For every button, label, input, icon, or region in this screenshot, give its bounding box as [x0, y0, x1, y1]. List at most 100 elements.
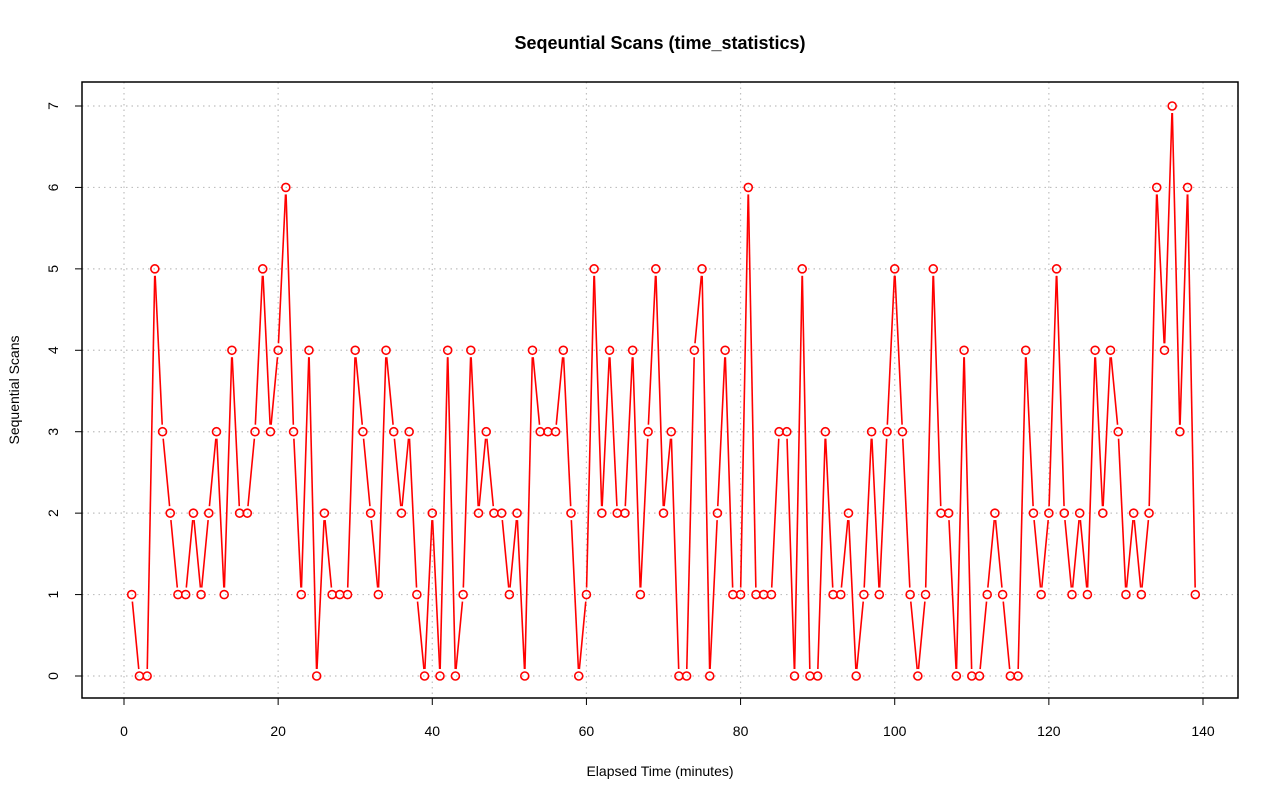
series-segment	[1186, 194, 1196, 588]
series-segment	[393, 438, 402, 507]
series-segment	[509, 520, 518, 588]
data-point	[381, 345, 391, 356]
data-point	[1159, 345, 1170, 356]
series-segment	[223, 357, 233, 588]
data-point	[1067, 589, 1077, 600]
series-segment	[770, 438, 780, 588]
data-point	[650, 264, 661, 274]
data-point	[604, 345, 615, 356]
data-point	[504, 589, 515, 600]
series-segment	[932, 275, 942, 507]
plot-frame	[81, 81, 1239, 699]
data-point	[427, 508, 438, 518]
data-point	[1051, 264, 1062, 274]
data-point	[412, 589, 422, 600]
series-segment	[455, 601, 464, 670]
y-axis: 0 1 2 3 4 5 6 7	[45, 102, 82, 680]
series-segment	[1117, 438, 1127, 588]
series-segment	[948, 520, 957, 670]
series-segment	[1064, 520, 1073, 588]
series-segment	[578, 601, 587, 670]
data-point	[712, 508, 723, 518]
series-segment	[562, 357, 572, 507]
data-point	[527, 345, 538, 356]
data-point	[1175, 426, 1185, 437]
data-point	[982, 589, 993, 600]
series-segment	[987, 520, 996, 588]
series-segment	[848, 520, 857, 670]
series-segment	[447, 357, 457, 670]
data-point	[466, 345, 476, 356]
data-point	[257, 264, 268, 274]
series-segment	[316, 520, 325, 670]
series-segment	[1048, 275, 1058, 507]
data-point	[180, 589, 191, 600]
data-point	[419, 671, 430, 681]
data-point	[928, 264, 939, 274]
series-segment	[516, 520, 526, 670]
data-point	[512, 508, 522, 518]
data-point	[165, 508, 176, 518]
series-segment	[146, 275, 156, 670]
data-point	[1098, 508, 1108, 518]
series-segment	[609, 357, 618, 507]
data-point	[851, 671, 861, 681]
data-point	[142, 671, 152, 681]
data-point	[951, 671, 962, 681]
data-point	[373, 589, 384, 600]
data-point	[1182, 182, 1193, 193]
series-segment	[324, 520, 333, 588]
series-segment	[694, 275, 703, 344]
series-segment	[801, 275, 811, 670]
series-segment	[254, 275, 264, 425]
data-point	[566, 508, 576, 518]
data-point	[866, 426, 877, 437]
series-segment	[231, 357, 241, 507]
data-point	[211, 426, 222, 437]
data-point	[789, 671, 800, 681]
series-segment	[470, 357, 479, 507]
x-tick-label: 140	[1191, 723, 1215, 739]
series-segment	[216, 438, 225, 588]
data-point	[1105, 345, 1116, 356]
data-point	[597, 508, 607, 518]
data-point	[281, 182, 291, 193]
data-point	[581, 589, 592, 600]
series-segment	[1033, 520, 1042, 588]
data-point	[496, 508, 507, 518]
series-segment	[555, 357, 564, 425]
x-tick-label: 100	[883, 723, 907, 739]
data-point	[242, 508, 253, 518]
series-segment	[1071, 520, 1080, 588]
x-axis-label: Elapsed Time (minutes)	[586, 763, 733, 779]
series-segment	[994, 520, 1003, 588]
x-axis: 0 20 40 60 80 100 120 140	[120, 698, 1215, 739]
series-segment	[747, 194, 757, 588]
series-segment	[1025, 357, 1034, 507]
series-segment	[724, 357, 734, 588]
data-point	[319, 508, 330, 518]
data-point	[627, 345, 638, 356]
series-segment	[570, 520, 580, 670]
data-point	[1151, 182, 1162, 193]
data-point	[342, 589, 353, 600]
data-point	[350, 345, 361, 356]
series-segment	[478, 438, 487, 507]
series-segment	[370, 520, 379, 588]
data-point	[743, 182, 754, 193]
series-segment	[277, 194, 287, 344]
data-point	[358, 426, 368, 437]
data-point	[1059, 508, 1070, 518]
series-segment	[532, 357, 541, 425]
series-segment	[1125, 520, 1134, 588]
data-point	[889, 264, 900, 274]
data-point	[658, 508, 669, 518]
series-segment	[185, 520, 194, 588]
series-segment	[1041, 520, 1049, 588]
series-segment	[1110, 357, 1119, 425]
y-tick-label: 0	[45, 672, 61, 680]
series-segment	[878, 438, 888, 588]
series-segment	[270, 357, 279, 425]
series-segment	[247, 438, 256, 507]
y-tick-label: 2	[45, 509, 61, 517]
